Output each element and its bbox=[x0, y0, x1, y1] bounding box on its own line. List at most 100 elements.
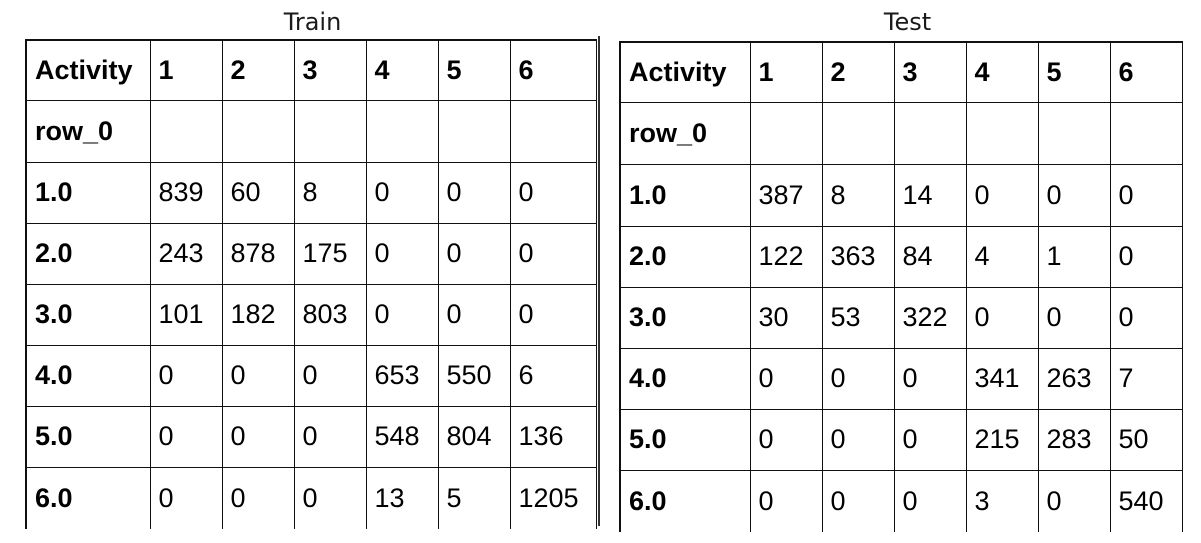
table-cell: 5 bbox=[437, 466, 511, 529]
subheader-row: row_0 bbox=[619, 101, 1183, 165]
table-cell: 243 bbox=[149, 222, 223, 285]
table-cell: 0 bbox=[221, 344, 295, 407]
header-cell: 1 bbox=[149, 39, 223, 101]
table-cell: 13 bbox=[365, 466, 439, 529]
table-row: 5.0 0 0 0 215 283 50 bbox=[619, 408, 1183, 471]
table-cell: 175 bbox=[293, 222, 367, 285]
table-cell: 878 bbox=[221, 222, 295, 285]
empty-cell bbox=[1037, 101, 1111, 165]
table-cell: 0 bbox=[509, 222, 597, 285]
header-cell: 2 bbox=[221, 39, 295, 101]
table-cell: 341 bbox=[965, 347, 1039, 410]
table-cell: 0 bbox=[965, 286, 1039, 349]
header-cell: 3 bbox=[893, 41, 967, 103]
table-cell: 8 bbox=[293, 161, 367, 224]
table-cell: 0 bbox=[437, 283, 511, 346]
table-cell: 0 bbox=[149, 405, 223, 468]
table-divider bbox=[598, 36, 600, 526]
table-cell: 0 bbox=[1109, 225, 1183, 288]
table-cell: 4 bbox=[965, 225, 1039, 288]
header-cell: Activity bbox=[619, 41, 751, 103]
table-cell: 0 bbox=[1037, 469, 1111, 532]
empty-cell bbox=[365, 99, 439, 163]
table-cell: 1205 bbox=[509, 466, 597, 529]
table-cell: 363 bbox=[821, 225, 895, 288]
table-cell: 0 bbox=[293, 344, 367, 407]
table-cell: 322 bbox=[893, 286, 967, 349]
table-cell: 0 bbox=[221, 405, 295, 468]
test-caption: Test bbox=[883, 8, 932, 36]
table-cell: 0 bbox=[821, 469, 895, 532]
table-cell: 0 bbox=[509, 283, 597, 346]
table-cell: 804 bbox=[437, 405, 511, 468]
header-cell: 6 bbox=[1109, 41, 1183, 103]
header-cell: 2 bbox=[821, 41, 895, 103]
table-cell: 0 bbox=[821, 347, 895, 410]
empty-cell bbox=[221, 99, 295, 163]
table-cell: 182 bbox=[221, 283, 295, 346]
header-row: Activity 1 2 3 4 5 6 bbox=[619, 41, 1183, 103]
subheader-cell: row_0 bbox=[619, 101, 751, 165]
table-row: 1.0 387 8 14 0 0 0 bbox=[619, 163, 1183, 227]
table-cell: 283 bbox=[1037, 408, 1111, 471]
header-row: Activity 1 2 3 4 5 6 bbox=[25, 39, 597, 101]
row-label: 6.0 bbox=[25, 466, 151, 529]
empty-cell bbox=[1109, 101, 1183, 165]
table-cell: 0 bbox=[437, 222, 511, 285]
empty-cell bbox=[749, 101, 823, 165]
table-cell: 1 bbox=[1037, 225, 1111, 288]
table-cell: 0 bbox=[365, 161, 439, 224]
table-cell: 540 bbox=[1109, 469, 1183, 532]
table-cell: 6 bbox=[509, 344, 597, 407]
table-cell: 60 bbox=[221, 161, 295, 224]
header-cell: 4 bbox=[365, 39, 439, 101]
table-cell: 0 bbox=[149, 466, 223, 529]
table-cell: 0 bbox=[749, 469, 823, 532]
empty-cell bbox=[965, 101, 1039, 165]
header-cell: 5 bbox=[1037, 41, 1111, 103]
table-cell: 7 bbox=[1109, 347, 1183, 410]
table-cell: 101 bbox=[149, 283, 223, 346]
table-row: 6.0 0 0 0 3 0 540 bbox=[619, 469, 1183, 532]
row-label: 2.0 bbox=[619, 225, 751, 288]
table-cell: 0 bbox=[149, 344, 223, 407]
row-label: 6.0 bbox=[619, 469, 751, 532]
table-cell: 550 bbox=[437, 344, 511, 407]
row-label: 2.0 bbox=[25, 222, 151, 285]
table-cell: 0 bbox=[293, 466, 367, 529]
table-cell: 136 bbox=[509, 405, 597, 468]
table-cell: 0 bbox=[365, 283, 439, 346]
empty-cell bbox=[437, 99, 511, 163]
table-cell: 803 bbox=[293, 283, 367, 346]
table-cell: 653 bbox=[365, 344, 439, 407]
header-cell: 5 bbox=[437, 39, 511, 101]
table-cell: 0 bbox=[893, 347, 967, 410]
empty-cell bbox=[893, 101, 967, 165]
table-row: 5.0 0 0 0 548 804 136 bbox=[25, 405, 597, 468]
row-label: 3.0 bbox=[25, 283, 151, 346]
row-label: 4.0 bbox=[619, 347, 751, 410]
table-cell: 0 bbox=[365, 222, 439, 285]
table-cell: 387 bbox=[749, 163, 823, 227]
table-cell: 0 bbox=[749, 347, 823, 410]
table-cell: 8 bbox=[821, 163, 895, 227]
header-cell: 6 bbox=[509, 39, 597, 101]
subheader-row: row_0 bbox=[25, 99, 597, 163]
table-cell: 0 bbox=[293, 405, 367, 468]
table-cell: 0 bbox=[893, 408, 967, 471]
table-cell: 30 bbox=[749, 286, 823, 349]
table-cell: 548 bbox=[365, 405, 439, 468]
table-cell: 84 bbox=[893, 225, 967, 288]
table-cell: 0 bbox=[1037, 163, 1111, 227]
table-cell: 215 bbox=[965, 408, 1039, 471]
table-row: 3.0 101 182 803 0 0 0 bbox=[25, 283, 597, 346]
table-row: 2.0 243 878 175 0 0 0 bbox=[25, 222, 597, 285]
test-confusion-table: Activity 1 2 3 4 5 6 row_0 1.0 387 8 14 … bbox=[619, 41, 1183, 532]
row-label: 3.0 bbox=[619, 286, 751, 349]
table-row: 6.0 0 0 0 13 5 1205 bbox=[25, 466, 597, 529]
table-cell: 0 bbox=[749, 408, 823, 471]
table-row: 2.0 122 363 84 4 1 0 bbox=[619, 225, 1183, 288]
table-cell: 122 bbox=[749, 225, 823, 288]
header-cell: Activity bbox=[25, 39, 151, 101]
table-cell: 0 bbox=[221, 466, 295, 529]
